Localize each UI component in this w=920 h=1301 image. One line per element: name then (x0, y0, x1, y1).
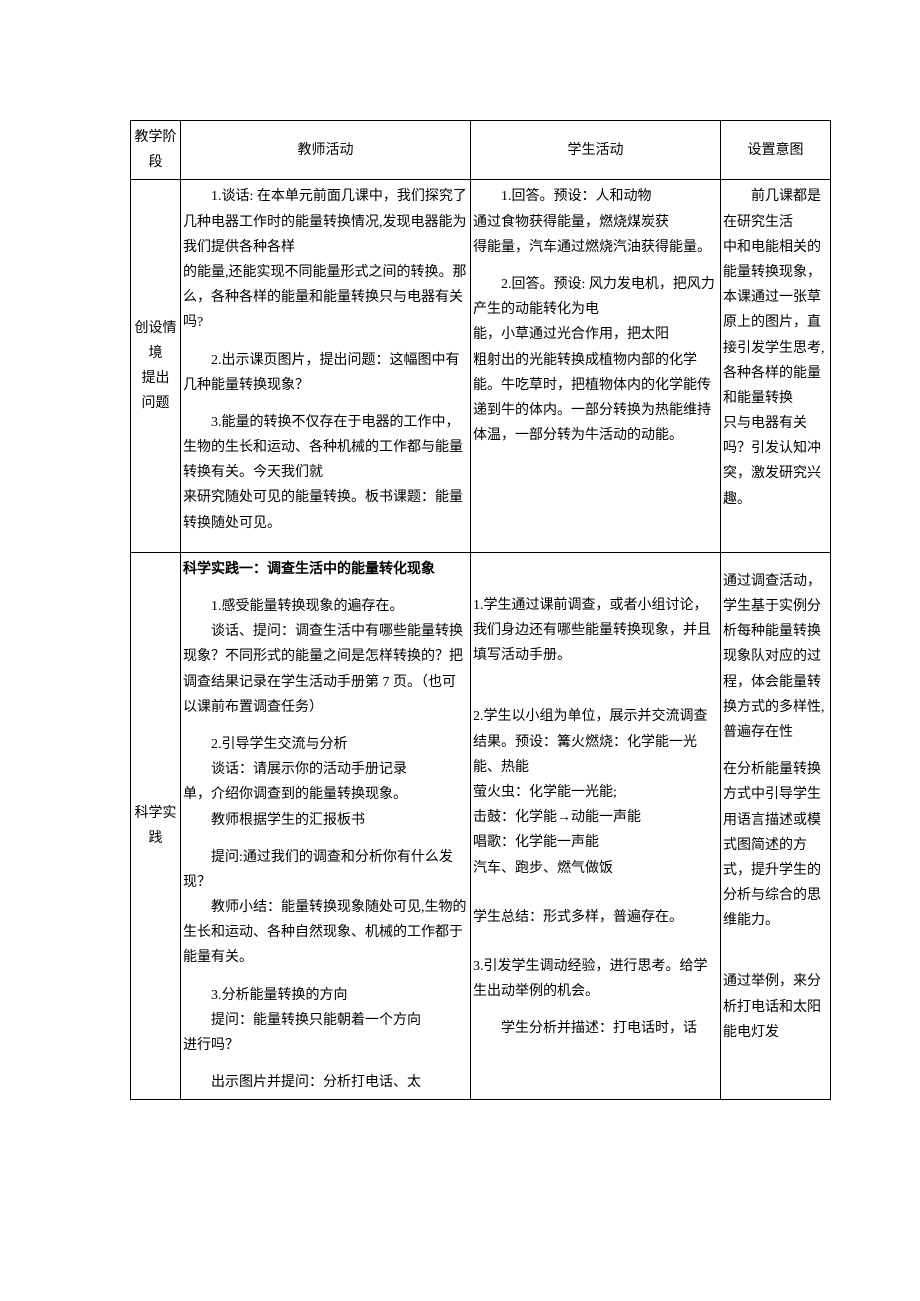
intent-text: 前几课都是在研究生活 (723, 184, 828, 234)
teacher-text: 教师根据学生的汇报板书 (183, 808, 468, 833)
student-cell: 1.回答。预设：人和动物 通过食物获得能量，燃烧煤炭获 得能量，汽车通过燃烧汽油… (471, 180, 721, 552)
student-text: 粗射出的光能转换成植物内部的化学能。牛吃草时，把植物体内的化学能传递到牛的体内。… (473, 348, 718, 449)
student-text: 能，小草通过光合作用，把太阳 (473, 322, 718, 347)
stage-cell: 科学实践 (131, 552, 181, 1100)
intent-text: 中和电能相关的能量转换现象，本课通过一张草原上的图片，直接引发学生思考,各种各样… (723, 235, 828, 411)
stage-label: 科学实践 (133, 801, 178, 851)
teacher-text: 2.出示课页图片，提出问题：这幅图中有几种能量转换现象？ (183, 348, 468, 398)
student-text: 击鼓：化学能→动能一声能 (473, 805, 718, 830)
intent-text: 通过举例，来分析打电话和太阳能电灯发 (723, 969, 828, 1045)
header-intent: 设置意图 (721, 121, 831, 180)
table-row: 创设情境提出问题 1.谈话: 在本单元前面几课中，我们探究了几种电器工作时的能量… (131, 180, 831, 552)
intent-text: 在分析能量转换方式中引导学生用语言描述或模式图简述的方式，提升学生的分析与综合的… (723, 757, 828, 933)
lesson-plan-table: 教学阶段 教师活动 学生活动 设置意图 创设情境提出问题 1.谈话: 在本单元前… (130, 120, 831, 1100)
teacher-text: 提问:通过我们的调查和分析你有什么发现？ (183, 845, 468, 895)
student-text: 3.引发学生调动经验，进行思考。给学生出动举例的机会。 (473, 954, 718, 1004)
student-text: 汽车、跑步、燃气做饭 (473, 856, 718, 881)
teacher-text: 谈话、提问：调查生活中有哪些能量转换现象？不同形式的能量之间是怎样转换的？把调查… (183, 619, 468, 720)
teacher-cell: 科学实践一：调查生活中的能量转化现象 1.感受能量转换现象的遍存在。 谈话、提问… (181, 552, 471, 1100)
student-text: 通过食物获得能量，燃烧煤炭获 (473, 210, 718, 235)
intent-text: 通过调查活动，学生基于实例分析每种能量转换现象队对应的过程，体会能量转换方式的多… (723, 569, 828, 745)
header-stage: 教学阶段 (131, 121, 181, 180)
student-text: 学生分析并描述：打电话时，话 (473, 1016, 718, 1041)
teacher-text: 单，介绍你调查到的能量转换现象。 (183, 782, 468, 807)
student-text: 得能量，汽车通过燃烧汽油获得能量。 (473, 235, 718, 260)
student-text: 2.回答。预设: 风力发电机，把风力产生的动能转化为电 (473, 272, 718, 322)
teacher-text: 提问：能量转换只能朝着一个方向 (183, 1008, 468, 1033)
teacher-text: 进行吗？ (183, 1033, 468, 1058)
table-header-row: 教学阶段 教师活动 学生活动 设置意图 (131, 121, 831, 180)
teacher-text: 来研究随处可见的能量转换。板书课题：能量转换随处可见。 (183, 485, 468, 535)
student-text: 1.回答。预设：人和动物 (473, 184, 718, 209)
student-text: 2.学生以小组为单位，展示并交流调查结果。预设：篝火燃烧：化学能一光能、热能 (473, 704, 718, 780)
teacher-text: 出示图片并提问：分析打电话、太 (183, 1070, 468, 1095)
student-text: 学生总结：形式多样，普遍存在。 (473, 905, 718, 930)
teacher-text: 的能量,还能实现不同能量形式之间的转换。那么，各种各样的能量和能量转换只与电器有… (183, 260, 468, 336)
student-text: 唱歌：化学能一声能 (473, 830, 718, 855)
teacher-text: 1.感受能量转换现象的遍存在。 (183, 594, 468, 619)
intent-text: 只与电器有关吗？引发认知冲突，激发研究兴趣。 (723, 411, 828, 512)
stage-cell: 创设情境提出问题 (131, 180, 181, 552)
teacher-text: 谈话：请展示你的活动手册记录 (183, 757, 468, 782)
intent-cell: 通过调查活动，学生基于实例分析每种能量转换现象队对应的过程，体会能量转换方式的多… (721, 552, 831, 1100)
teacher-text: 教师小结：能量转换现象随处可见,生物的生长和运动、各种自然现象、机械的工作都于能… (183, 895, 468, 971)
teacher-text: 3.分析能量转换的方向 (183, 983, 468, 1008)
student-text: 1.学生通过课前调查，或者小组讨论，我们身边还有哪些能量转换现象，并且填写活动手… (473, 593, 718, 669)
teacher-cell: 1.谈话: 在本单元前面几课中，我们探究了几种电器工作时的能量转换情况,发现电器… (181, 180, 471, 552)
teacher-text: 3.能量的转换不仅存在于电器的工作中，生物的生长和运动、各种机械的工作都与能量转… (183, 410, 468, 486)
section-title: 科学实践一：调查生活中的能量转化现象 (183, 557, 468, 582)
intent-cell: 前几课都是在研究生活 中和电能相关的能量转换现象，本课通过一张草原上的图片，直接… (721, 180, 831, 552)
table-row: 科学实践 科学实践一：调查生活中的能量转化现象 1.感受能量转换现象的遍存在。 … (131, 552, 831, 1100)
header-teacher: 教师活动 (181, 121, 471, 180)
student-cell: 1.学生通过课前调查，或者小组讨论，我们身边还有哪些能量转换现象，并且填写活动手… (471, 552, 721, 1100)
teacher-text: 2.引导学生交流与分析 (183, 732, 468, 757)
stage-label: 创设情境提出问题 (133, 316, 178, 417)
student-text: 萤火虫：化学能一光能; (473, 780, 718, 805)
teacher-text: 1.谈话: 在本单元前面几课中，我们探究了几种电器工作时的能量转换情况,发现电器… (183, 184, 468, 260)
header-student: 学生活动 (471, 121, 721, 180)
